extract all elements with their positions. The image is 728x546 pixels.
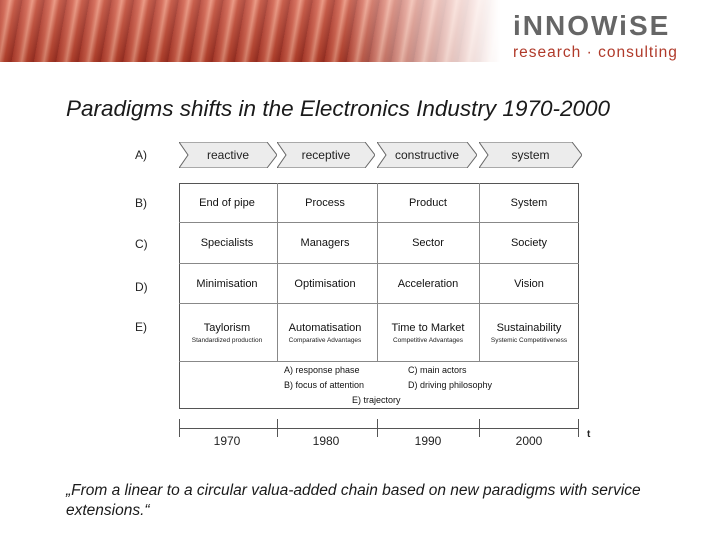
timeline-axis-label: t [587,429,591,440]
phase-chevron-constructive: constructive [377,142,477,168]
cell-c-1990: Sector [412,237,444,249]
grid-divider [179,361,579,362]
phase-label: system [511,148,550,162]
legend-d: D) driving philosophy [408,380,493,390]
timeline-axis [179,428,579,429]
chevron-arrow-shape [377,142,477,168]
cell-b-2000: System [510,197,548,209]
row-label-a: A) [135,148,147,162]
legend-e: E) trajectory [352,395,401,405]
phase-label: receptive [301,148,351,162]
cell-e-1970-subtitle: Standardized production [191,337,263,344]
cell-b-1990: Product [409,197,447,209]
row-label-d: D) [135,280,148,294]
header-banner [0,0,500,62]
logo-wordmark: iNNOWiSE [513,10,671,41]
chevron-arrow-shape [479,142,582,168]
company-logo: iNNOWiSE research · consulting [513,10,718,62]
timeline-tick [578,419,579,437]
cell-d-2000: Vision [514,278,544,290]
grid-divider [479,183,480,361]
cell-c-1980: Managers [300,237,350,249]
legend-b: B) focus of attention [284,380,365,390]
cell-b-1970: End of pipe [199,197,255,209]
cell-e-1970: Taylorism [203,322,251,334]
timeline-tick [277,419,278,437]
row-label-c: C) [135,237,148,251]
phase-chevron-reactive: reactive [179,142,277,168]
cell-d-1970: Minimisation [196,278,258,290]
grid-divider [179,303,579,304]
year-1970: 1970 [213,434,241,448]
phase-chevron-receptive: receptive [277,142,375,168]
cell-e-1980: Automatisation [288,322,362,334]
cell-b-1980: Process [305,197,345,209]
closing-quote: „From a linear to a circular valua-added… [66,482,641,519]
chevron-arrow-shape [277,142,375,168]
timeline-tick [479,419,480,437]
timeline-tick [377,419,378,437]
phase-label: reactive [206,148,250,162]
row-label-b: B) [135,196,147,210]
phase-label: constructive [394,148,460,162]
slide-title: Paradigms shifts in the Electronics Indu… [66,96,611,121]
cell-d-1990: Acceleration [397,278,459,290]
cell-c-2000: Society [510,237,548,249]
paradigm-grid [179,183,579,409]
year-1990: 1990 [414,434,442,448]
cell-e-1980-subtitle: Comparative Advantages [288,337,362,344]
logo-tagline: research · consulting [513,44,678,61]
year-2000: 2000 [515,434,543,448]
grid-divider [179,263,579,264]
chevron-arrow-shape [179,142,277,168]
legend-a: A) response phase [284,365,360,375]
phase-chevron-system: system [479,142,582,168]
grid-divider [277,183,278,361]
cell-e-2000-subtitle: Systemic Competitiveness [490,337,568,344]
legend-c: C) main actors [408,365,467,375]
grid-divider [377,183,378,361]
row-label-e: E) [135,320,147,334]
cell-e-2000: Sustainability [496,322,562,334]
grid-divider [179,222,579,223]
timeline-tick [179,419,180,437]
cell-e-1990-subtitle: Competitive Advantages [392,337,464,344]
year-1980: 1980 [312,434,340,448]
cell-d-1980: Optimisation [294,278,356,290]
cell-e-1990: Time to Market [391,322,465,334]
cell-c-1970: Specialists [200,237,254,249]
